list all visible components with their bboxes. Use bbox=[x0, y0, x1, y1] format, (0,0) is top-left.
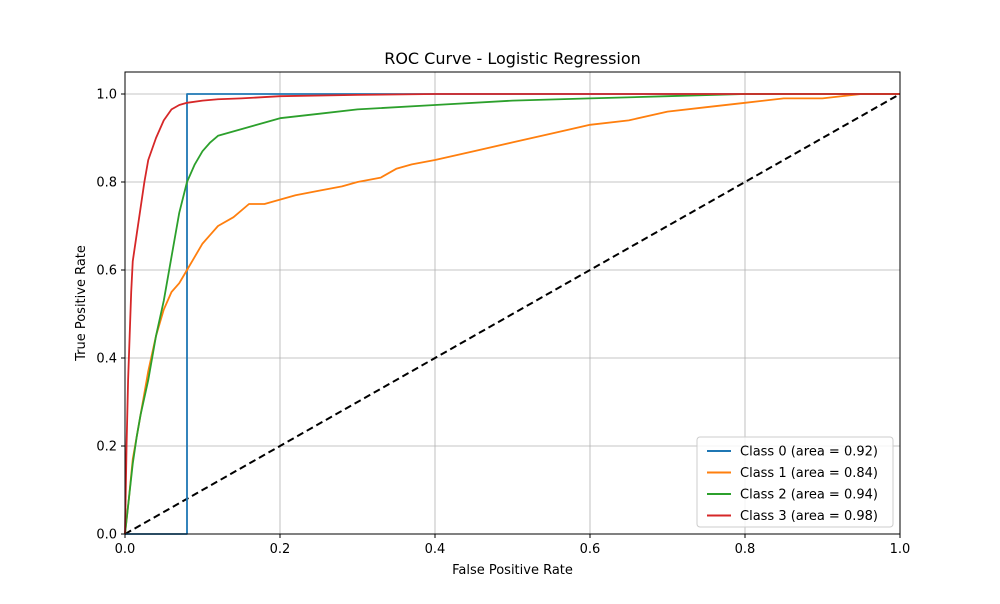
y-tick-label: 1.0 bbox=[96, 88, 117, 103]
reference-line-group bbox=[124, 93, 901, 535]
legend: Class 0 (area = 0.92) Class 1 (area = 0.8… bbox=[696, 436, 894, 528]
reference-diagonal-line bbox=[124, 93, 901, 535]
y-axis-label: True Positive Rate bbox=[74, 245, 89, 362]
x-axis-ticks: 0.0 0.2 0.4 0.6 0.8 1.0 bbox=[115, 534, 911, 557]
series-line-class-3 bbox=[124, 93, 900, 535]
y-axis-ticks: 0.0 0.2 0.4 0.6 0.8 1.0 bbox=[96, 88, 125, 543]
y-tick-label: 0.0 bbox=[96, 528, 117, 543]
plot-frame bbox=[124, 71, 901, 535]
chart-title: ROC Curve - Logistic Regression bbox=[384, 49, 641, 68]
y-tick-label: 0.8 bbox=[96, 176, 117, 191]
x-tick-label: 0.6 bbox=[580, 542, 601, 557]
series-line-class-2 bbox=[124, 93, 900, 535]
x-tick-label: 0.0 bbox=[115, 542, 136, 557]
x-tick-label: 0.2 bbox=[270, 542, 291, 557]
x-axis-label: False Positive Rate bbox=[452, 563, 573, 578]
y-tick-label: 0.4 bbox=[96, 352, 117, 367]
legend-label: Class 0 (area = 0.92) bbox=[740, 445, 878, 460]
legend-label: Class 1 (area = 0.84) bbox=[740, 466, 878, 481]
legend-label: Class 3 (area = 0.98) bbox=[740, 509, 878, 524]
x-tick-label: 0.4 bbox=[425, 542, 446, 557]
x-tick-label: 1.0 bbox=[890, 542, 911, 557]
legend-label: Class 2 (area = 0.94) bbox=[740, 488, 878, 503]
y-tick-label: 0.6 bbox=[96, 264, 117, 279]
series-line-class-1 bbox=[124, 93, 900, 535]
x-tick-label: 0.8 bbox=[735, 542, 756, 557]
y-tick-label: 0.2 bbox=[96, 440, 117, 455]
legend-box bbox=[696, 436, 894, 528]
